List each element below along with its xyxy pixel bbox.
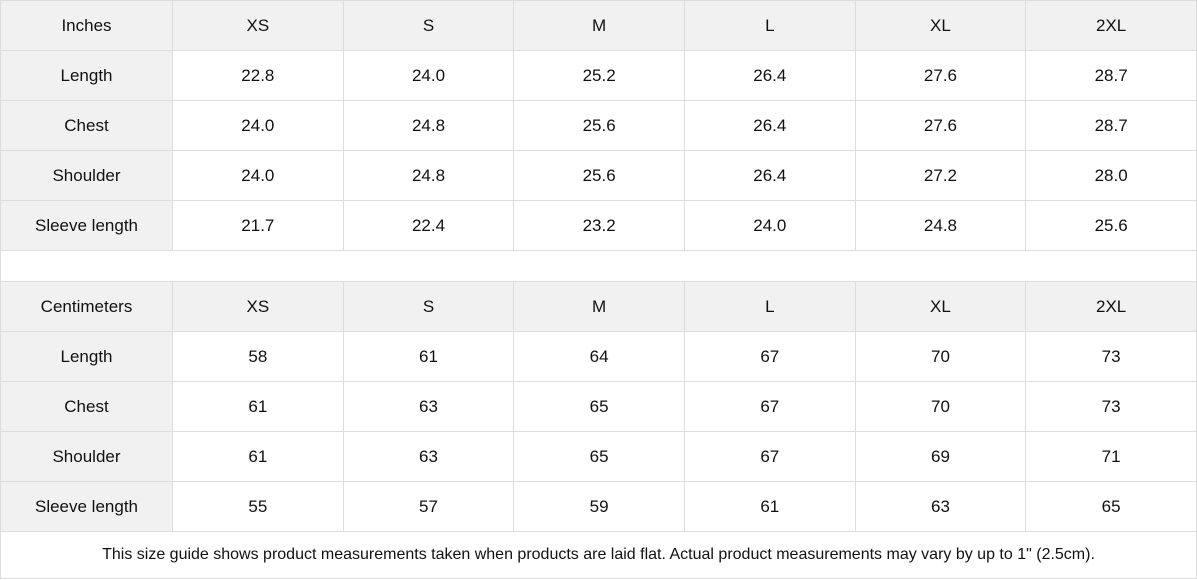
- measurement-value-cell: 63: [342, 381, 515, 432]
- measurement-value-cell: 67: [683, 331, 856, 382]
- unit-header-cell: Centimeters: [0, 281, 173, 332]
- measurement-row: Length 58 61 64 67 70 73: [0, 331, 1197, 382]
- measurement-value-cell: 55: [172, 481, 344, 532]
- measurement-row: Shoulder 61 63 65 67 69 71: [0, 431, 1197, 482]
- measurement-value-cell: 25.6: [513, 100, 685, 151]
- measurement-value-cell: 71: [1025, 431, 1197, 482]
- measurement-value-cell: 24.8: [854, 200, 1027, 251]
- measurement-value-cell: 28.7: [1025, 50, 1197, 101]
- measurement-value-cell: 58: [172, 331, 344, 382]
- measurement-value-cell: 25.6: [513, 150, 685, 201]
- measurement-label-cell: Shoulder: [0, 431, 173, 482]
- size-col-header: 2XL: [1025, 0, 1197, 51]
- measurement-value-cell: 73: [1025, 331, 1197, 382]
- table-spacer: [0, 250, 1197, 282]
- measurement-value-cell: 26.4: [683, 150, 856, 201]
- measurement-value-cell: 25.2: [513, 50, 685, 101]
- size-col-header: M: [513, 0, 685, 51]
- unit-header-cell: Inches: [0, 0, 173, 51]
- measurement-value-cell: 24.0: [342, 50, 515, 101]
- measurement-label-cell: Length: [0, 331, 173, 382]
- measurement-row: Sleeve length 55 57 59 61 63 65: [0, 481, 1197, 532]
- measurement-value-cell: 61: [172, 431, 344, 482]
- size-col-header: XS: [172, 281, 344, 332]
- size-header-row: Centimeters XS S M L XL 2XL: [0, 281, 1197, 332]
- size-col-header: XL: [854, 281, 1027, 332]
- measurement-label-cell: Shoulder: [0, 150, 173, 201]
- measurement-row: Chest 61 63 65 67 70 73: [0, 381, 1197, 432]
- measurement-value-cell: 65: [513, 381, 685, 432]
- size-guide-note: This size guide shows product measuremen…: [0, 531, 1197, 579]
- measurement-value-cell: 24.0: [172, 150, 344, 201]
- measurement-value-cell: 24.0: [683, 200, 856, 251]
- measurement-value-cell: 27.6: [854, 100, 1027, 151]
- measurement-label-cell: Chest: [0, 381, 173, 432]
- measurement-label-cell: Sleeve length: [0, 481, 173, 532]
- measurement-value-cell: 73: [1025, 381, 1197, 432]
- measurement-value-cell: 70: [854, 381, 1027, 432]
- measurement-value-cell: 26.4: [683, 50, 856, 101]
- measurement-value-cell: 61: [172, 381, 344, 432]
- measurement-value-cell: 26.4: [683, 100, 856, 151]
- measurement-value-cell: 25.6: [1025, 200, 1197, 251]
- measurement-value-cell: 28.0: [1025, 150, 1197, 201]
- measurement-value-cell: 22.8: [172, 50, 344, 101]
- measurement-value-cell: 23.2: [513, 200, 685, 251]
- measurement-value-cell: 57: [342, 481, 515, 532]
- measurement-value-cell: 27.2: [854, 150, 1027, 201]
- measurement-row: Chest 24.0 24.8 25.6 26.4 27.6 28.7: [0, 100, 1197, 151]
- measurement-row: Shoulder 24.0 24.8 25.6 26.4 27.2 28.0: [0, 150, 1197, 201]
- measurement-value-cell: 21.7: [172, 200, 344, 251]
- measurement-label-cell: Sleeve length: [0, 200, 173, 251]
- measurement-value-cell: 24.0: [172, 100, 344, 151]
- table-spacer-row: [0, 250, 1197, 282]
- measurement-value-cell: 67: [683, 431, 856, 482]
- measurement-value-cell: 59: [513, 481, 685, 532]
- size-col-header: XS: [172, 0, 344, 51]
- size-col-header: L: [683, 281, 856, 332]
- measurement-value-cell: 64: [513, 331, 685, 382]
- measurement-value-cell: 28.7: [1025, 100, 1197, 151]
- measurement-value-cell: 67: [683, 381, 856, 432]
- measurement-value-cell: 61: [342, 331, 515, 382]
- size-col-header: 2XL: [1025, 281, 1197, 332]
- measurement-row: Sleeve length 21.7 22.4 23.2 24.0 24.8 25.6: [0, 200, 1197, 251]
- measurement-value-cell: 65: [1025, 481, 1197, 532]
- measurement-value-cell: 63: [342, 431, 515, 482]
- measurement-value-cell: 24.8: [342, 100, 515, 151]
- size-header-row: Inches XS S M L XL 2XL: [0, 0, 1197, 51]
- size-col-header: S: [342, 0, 515, 51]
- measurement-row: Length 22.8 24.0 25.2 26.4 27.6 28.7: [0, 50, 1197, 101]
- size-col-header: XL: [854, 0, 1027, 51]
- measurement-value-cell: 22.4: [342, 200, 515, 251]
- measurement-value-cell: 70: [854, 331, 1027, 382]
- size-col-header: L: [683, 0, 856, 51]
- measurement-label-cell: Chest: [0, 100, 173, 151]
- measurement-value-cell: 27.6: [854, 50, 1027, 101]
- measurement-value-cell: 65: [513, 431, 685, 482]
- measurement-value-cell: 61: [683, 481, 856, 532]
- footer-row: This size guide shows product measuremen…: [0, 531, 1197, 579]
- size-col-header: M: [513, 281, 685, 332]
- measurement-label-cell: Length: [0, 50, 173, 101]
- measurement-value-cell: 63: [854, 481, 1027, 532]
- size-col-header: S: [342, 281, 515, 332]
- measurement-value-cell: 24.8: [342, 150, 515, 201]
- measurement-value-cell: 69: [854, 431, 1027, 482]
